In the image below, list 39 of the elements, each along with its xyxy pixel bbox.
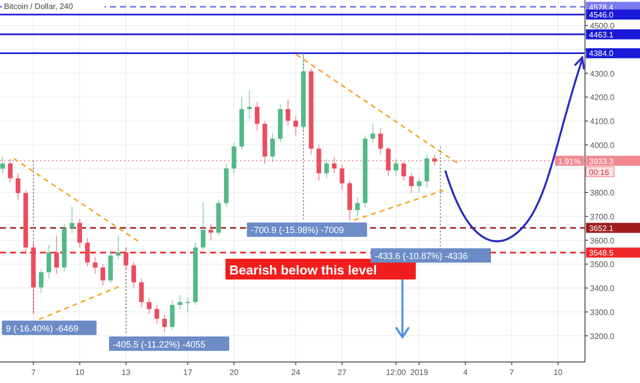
y-tick-label: 4500.0 bbox=[590, 22, 616, 31]
ref-line-label: 4546.0 bbox=[589, 10, 614, 20]
chart-title: Bitcoin / Dollar, 240 bbox=[4, 2, 74, 11]
x-tick-label: 4 bbox=[463, 368, 468, 377]
x-tick-label: 12:00 bbox=[386, 368, 407, 377]
x-tick-label: 24 bbox=[291, 368, 301, 377]
annotation: 1.91% bbox=[558, 156, 581, 166]
text: 00:16 bbox=[589, 168, 610, 177]
x-tick-label: 20 bbox=[230, 368, 239, 377]
y-tick-label: 4100.0 bbox=[590, 116, 616, 126]
annotation: -433.6 (-10.87%) -4336 bbox=[374, 251, 468, 262]
x-tick-label: 13 bbox=[122, 368, 131, 377]
x-tick-label: 17 bbox=[183, 368, 193, 377]
y-tick-label: 3700.0 bbox=[590, 212, 616, 222]
y-tick-label: 4300.0 bbox=[590, 69, 616, 78]
x-tick-label: 27 bbox=[338, 368, 347, 377]
annotation: Bearish below this level bbox=[229, 262, 377, 278]
annotation: -405.5 (-11.22%) -4055 bbox=[112, 339, 206, 350]
ref-line-label: 3933.3 bbox=[589, 156, 614, 166]
ref-line-label: 3548.5 bbox=[589, 248, 614, 258]
y-tick-label: 4000.0 bbox=[590, 140, 616, 150]
x-tick-label: 7 bbox=[31, 368, 36, 377]
y-tick-label: 3300.0 bbox=[590, 308, 616, 317]
y-tick-label: 4200.0 bbox=[590, 93, 616, 102]
y-tick-label: 3200.0 bbox=[590, 332, 616, 341]
ref-line-label: 4463.1 bbox=[589, 30, 614, 40]
y-tick-label: 3800.0 bbox=[590, 188, 616, 198]
y-tick-label: 3600.0 bbox=[590, 236, 616, 246]
x-tick-label: 2019 bbox=[410, 368, 429, 377]
annotation: -700.9 (-15.98%) -7009 bbox=[250, 225, 344, 236]
ref-line-label: 4384.0 bbox=[589, 49, 614, 58]
annotation: 9 (-16.40%) -6469 bbox=[6, 323, 78, 334]
ref-line-label: 3652.1 bbox=[589, 224, 614, 233]
x-tick-label: 10 bbox=[554, 368, 563, 377]
x-tick-label: 7 bbox=[509, 368, 514, 377]
ref-line-label: 4578.4 bbox=[589, 2, 614, 12]
y-tick-label: 3500.0 bbox=[590, 260, 616, 270]
x-tick-label: 10 bbox=[75, 368, 85, 377]
y-tick-label: 3400.0 bbox=[590, 284, 616, 294]
